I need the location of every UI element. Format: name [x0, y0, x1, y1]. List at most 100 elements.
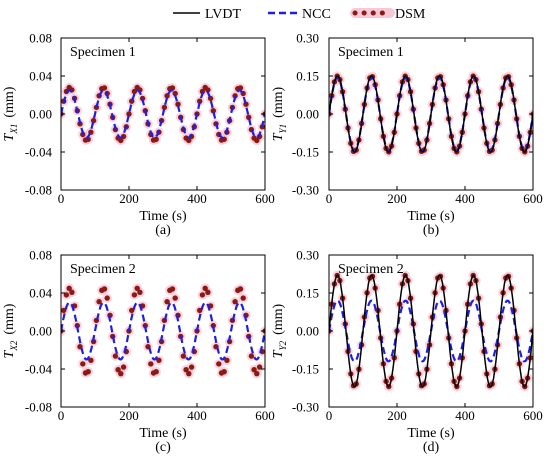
dsm-point: [63, 292, 70, 298]
y-tick-label: -0.15: [292, 362, 319, 377]
panel-title: Specimen 1: [338, 45, 404, 60]
y-axis-label: TY2 (mm): [271, 303, 288, 358]
dsm-point: [118, 371, 124, 377]
y-label-unit: (mm): [271, 86, 286, 117]
dsm-point: [237, 286, 244, 292]
y-tick-label: 0.15: [296, 286, 319, 301]
x-tick-label: 600: [523, 191, 543, 206]
dsm-point: [216, 361, 222, 367]
panels: -0.08 -0.04 0.00 0.04 0.08 0 200 400 600 Time (s)…: [2, 31, 543, 456]
y-tick-label: 0.08: [29, 248, 52, 263]
dsm-point: [224, 357, 230, 363]
y-tick-label: -0.04: [25, 145, 53, 160]
legend: LVDT NCC DSM: [173, 7, 426, 22]
y-tick-label: -0.08: [25, 183, 52, 198]
panel-label: (d): [423, 440, 440, 455]
y-tick-label: 0.04: [29, 69, 52, 84]
series-group: [61, 283, 265, 379]
y-label-unit: (mm): [2, 86, 17, 117]
dsm-point: [88, 357, 94, 363]
dsm-point: [186, 137, 192, 144]
y-label-main: T: [271, 132, 286, 141]
dsm-point: [251, 367, 257, 373]
x-tick-label: 0: [326, 408, 333, 423]
y-axis-label: TX2 (mm): [2, 303, 19, 358]
dsm-point: [172, 295, 178, 301]
dsm-point: [240, 295, 246, 301]
y-tick-label: -0.15: [292, 145, 319, 160]
x-tick-label: 0: [326, 191, 333, 206]
dsm-point: [256, 364, 263, 370]
legend-entry-dsm: DSM: [350, 7, 426, 22]
x-axis-label: Time (s): [139, 426, 187, 441]
dsm-point: [164, 299, 170, 305]
panel-title: Specimen 1: [70, 45, 136, 60]
legend-entry-ncc: NCC: [268, 7, 331, 22]
x-tick-label: 400: [187, 408, 207, 423]
panel-label: (c): [155, 440, 171, 455]
panel-d: -0.30 -0.15 0.00 0.15 0.30 0 200 400 600 Time (s)…: [271, 248, 543, 456]
dsm-point: [137, 289, 143, 295]
dsm-point: [85, 369, 91, 375]
dsm-point: [115, 367, 121, 373]
series-group: [329, 71, 533, 157]
y-tick-label: 0.00: [296, 324, 319, 339]
y-label-sub: Y2: [278, 340, 288, 350]
panel-b: -0.30 -0.15 0.00 0.15 0.30 0 200 400 600 Time (s)…: [271, 31, 543, 239]
dsm-point: [96, 299, 102, 305]
series-lvdt: [329, 274, 533, 388]
y-tick-label: -0.30: [292, 183, 319, 198]
panel-label: (b): [423, 223, 440, 238]
legend-label: LVDT: [205, 7, 241, 22]
dsm-point: [205, 289, 211, 295]
legend-entry-lvdt: LVDT: [173, 7, 241, 22]
dsm-point: [161, 104, 168, 111]
dsm-point: [188, 364, 195, 370]
series-group: [329, 270, 533, 392]
x-tick-label: 600: [523, 408, 543, 423]
y-label-sub: X1: [9, 124, 19, 135]
dsm-point: [131, 292, 138, 298]
dsm-point: [199, 292, 206, 298]
y-tick-label: 0.00: [29, 324, 52, 339]
dsm-point: [202, 285, 208, 291]
x-tick-label: 200: [387, 408, 407, 423]
legend-label: DSM: [395, 7, 426, 22]
y-axis-label: TY1 (mm): [271, 86, 288, 141]
dsm-point: [134, 285, 140, 291]
series-ncc: [61, 89, 265, 139]
x-axis-label: Time (s): [139, 209, 187, 224]
dsm-point: [153, 136, 159, 142]
dsm-point: [118, 137, 124, 144]
y-label-unit: (mm): [2, 303, 17, 334]
dsm-point: [101, 286, 108, 292]
y-label-sub: Y1: [278, 124, 288, 134]
y-label-unit: (mm): [271, 303, 286, 334]
dsm-point: [153, 369, 159, 375]
dsm-point: [175, 101, 181, 107]
panel-title: Specimen 2: [70, 262, 136, 277]
x-tick-label: 600: [255, 191, 275, 206]
dsm-point: [112, 353, 119, 359]
series-group: [61, 82, 265, 146]
x-tick-label: 200: [387, 191, 407, 206]
dsm-point: [101, 85, 108, 91]
svg-text:TX2(mm): TX2 (mm): [2, 303, 19, 358]
y-tick-label: 0.08: [29, 31, 52, 46]
dsm-point: [120, 364, 127, 370]
dsm-point: [104, 295, 110, 301]
y-label-main: T: [2, 132, 17, 141]
series-lvdt: [329, 75, 533, 153]
dsm-point: [186, 371, 192, 377]
panel-a: -0.08 -0.04 0.00 0.04 0.08 0 200 400 600 Time (s)…: [2, 31, 275, 239]
y-tick-label: -0.04: [25, 362, 53, 377]
y-tick-label: 0.00: [29, 107, 52, 122]
x-axis-label: Time (s): [407, 209, 455, 224]
y-tick-label: 0.30: [296, 31, 319, 46]
y-tick-label: 0.30: [296, 248, 319, 263]
svg-text:TX1(mm): TX1 (mm): [2, 86, 19, 141]
y-tick-label: 0.15: [296, 69, 319, 84]
y-tick-label: 0.00: [296, 107, 319, 122]
y-tick-label: -0.30: [292, 400, 319, 415]
dsm-point: [172, 90, 178, 97]
